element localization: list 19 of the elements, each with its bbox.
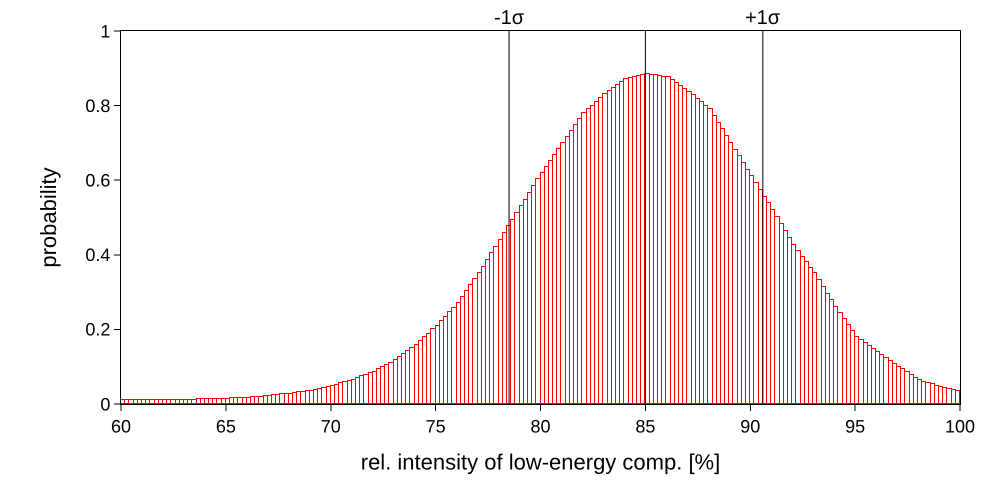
y-tick-label: 0.8 xyxy=(85,96,110,116)
x-tick-label: 80 xyxy=(530,416,551,437)
ref-line-label: -1σ xyxy=(494,7,525,29)
x-tick-label: 75 xyxy=(426,416,446,437)
x-tick-label: 90 xyxy=(740,416,760,437)
x-tick-label: 65 xyxy=(216,416,236,437)
y-tick-label: 0.4 xyxy=(85,245,110,266)
x-tick-label: 95 xyxy=(845,416,866,437)
x-axis-title: rel. intensity of low-energy comp. [%] xyxy=(360,450,720,474)
y-tick-label: 1 xyxy=(100,21,110,42)
ref-line-label: +1σ xyxy=(745,7,781,29)
y-tick-label: 0.6 xyxy=(85,170,110,190)
x-tick-label: 70 xyxy=(320,416,341,437)
x-tick-label: 100 xyxy=(944,416,976,437)
y-tick-label: 0.2 xyxy=(85,320,110,340)
x-tick-label: 60 xyxy=(110,416,132,437)
y-tick-label: 0 xyxy=(100,394,110,414)
x-tick-label: 85 xyxy=(635,416,656,437)
y-axis-title: probability xyxy=(36,167,62,268)
